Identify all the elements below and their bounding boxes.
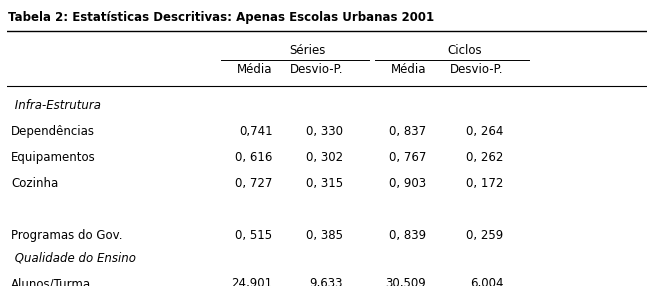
Text: 0, 330: 0, 330 bbox=[306, 125, 343, 138]
Text: 30,509: 30,509 bbox=[386, 277, 426, 286]
Text: 0, 903: 0, 903 bbox=[389, 177, 426, 190]
Text: 0, 302: 0, 302 bbox=[306, 151, 343, 164]
Text: Ciclos: Ciclos bbox=[447, 44, 482, 57]
Text: Média: Média bbox=[391, 63, 426, 76]
Text: 0, 315: 0, 315 bbox=[306, 177, 343, 190]
Text: 0, 727: 0, 727 bbox=[235, 177, 273, 190]
Text: 0, 839: 0, 839 bbox=[389, 229, 426, 242]
Text: 0, 262: 0, 262 bbox=[466, 151, 504, 164]
Text: 0, 837: 0, 837 bbox=[389, 125, 426, 138]
Text: 0, 172: 0, 172 bbox=[466, 177, 504, 190]
Text: 0, 767: 0, 767 bbox=[389, 151, 426, 164]
Text: Qualidade do Ensino: Qualidade do Ensino bbox=[11, 251, 136, 264]
Text: Desvio-P.: Desvio-P. bbox=[450, 63, 504, 76]
Text: Equipamentos: Equipamentos bbox=[11, 151, 95, 164]
Text: 0, 385: 0, 385 bbox=[306, 229, 343, 242]
Text: Programas do Gov.: Programas do Gov. bbox=[11, 229, 122, 242]
Text: 0, 616: 0, 616 bbox=[235, 151, 273, 164]
Text: 24,901: 24,901 bbox=[232, 277, 273, 286]
Text: Alunos/Turma: Alunos/Turma bbox=[11, 277, 91, 286]
Text: 0,741: 0,741 bbox=[239, 125, 273, 138]
Text: Tabela 2: Estatísticas Descritivas: Apenas Escolas Urbanas 2001: Tabela 2: Estatísticas Descritivas: Apen… bbox=[8, 11, 434, 24]
Text: Dependências: Dependências bbox=[11, 125, 95, 138]
Text: Média: Média bbox=[237, 63, 273, 76]
Text: Desvio-P.: Desvio-P. bbox=[290, 63, 343, 76]
Text: 6,004: 6,004 bbox=[470, 277, 504, 286]
Text: 0, 264: 0, 264 bbox=[466, 125, 504, 138]
Text: Cozinha: Cozinha bbox=[11, 177, 58, 190]
Text: 9,633: 9,633 bbox=[309, 277, 343, 286]
Text: Séries: Séries bbox=[290, 44, 326, 57]
Text: 0, 259: 0, 259 bbox=[466, 229, 504, 242]
Text: 0, 515: 0, 515 bbox=[235, 229, 273, 242]
Text: Infra-Estrutura: Infra-Estrutura bbox=[11, 99, 101, 112]
